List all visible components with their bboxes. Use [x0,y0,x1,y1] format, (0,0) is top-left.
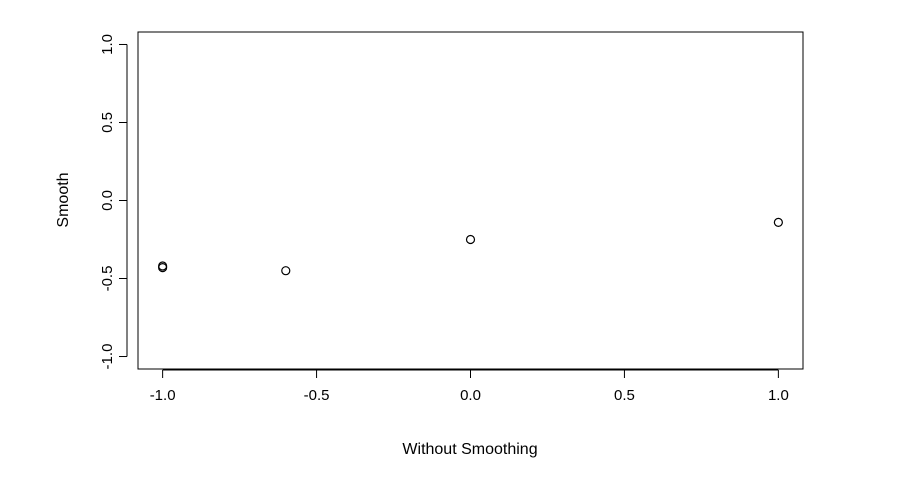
y-tick-label: 0.5 [99,112,116,133]
y-axis: -1.0 -0.5 0.0 0.5 1.0 [99,34,128,370]
x-tick-label: 0.5 [614,387,635,404]
y-axis-title: Smooth [55,172,72,227]
y-tick-label: -0.5 [99,266,116,292]
data-point [281,266,291,276]
data-points [158,217,783,276]
x-tick-label: 1.0 [768,387,789,404]
y-tick-label: -1.0 [99,344,116,370]
data-point [465,234,476,245]
x-axis: -1.0 -0.5 0.0 0.5 1.0 [150,369,789,404]
y-tick-label: 0.0 [99,190,116,211]
y-tick-label: 1.0 [99,34,116,55]
x-tick-label: -0.5 [304,387,330,404]
data-point [773,217,783,227]
x-axis-title: Without Smoothing [402,441,537,458]
x-tick-label: 0.0 [460,387,481,404]
plot-frame [137,31,804,370]
data-point [158,261,168,271]
x-tick-label: -1.0 [150,387,176,404]
